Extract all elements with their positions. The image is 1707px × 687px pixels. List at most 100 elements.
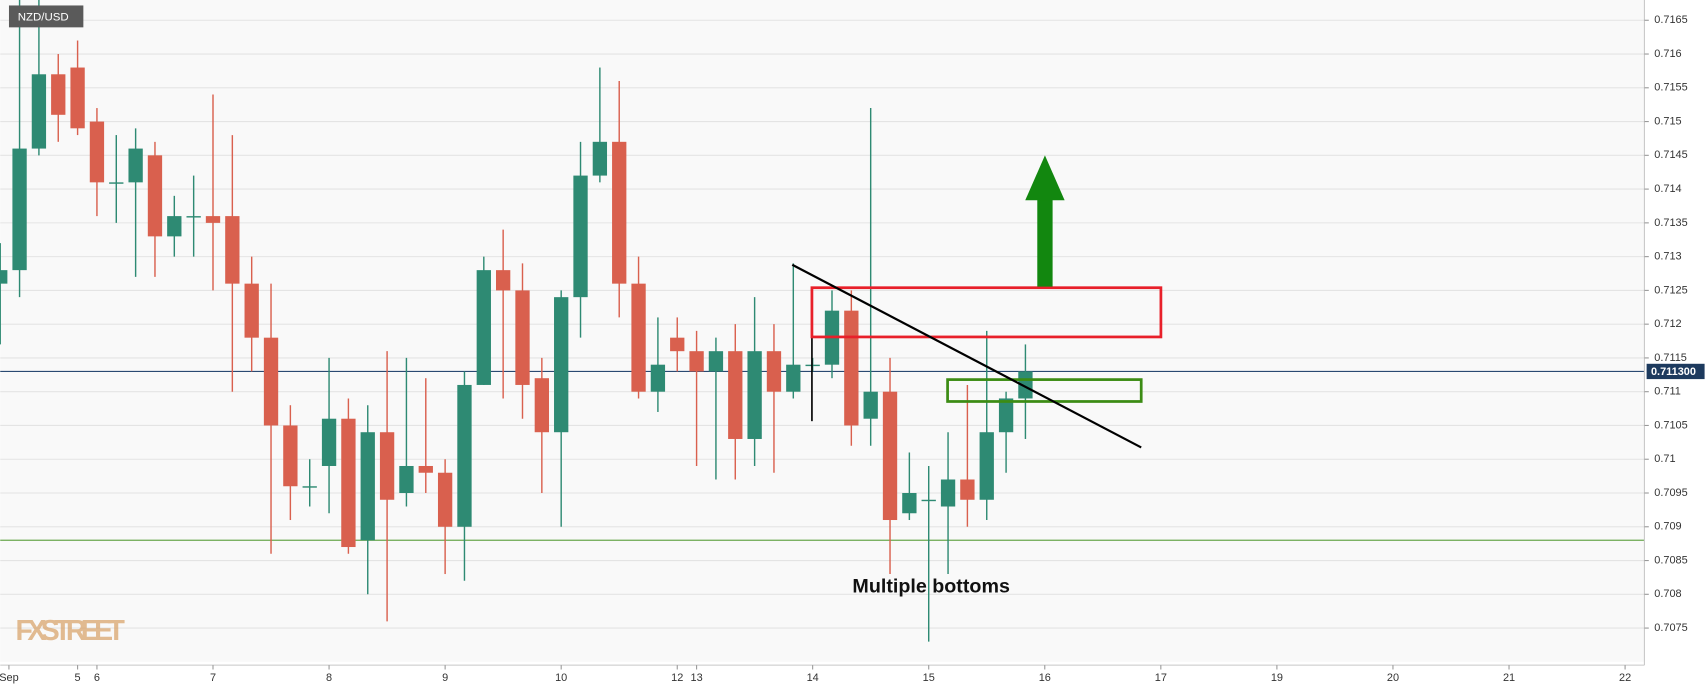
y-tick-label: 0.714 — [1654, 183, 1681, 195]
candle-body — [863, 391, 878, 419]
price-label: 0.711300 — [1651, 366, 1696, 378]
candle-body — [476, 270, 491, 385]
candle-body — [786, 364, 801, 392]
candle-body — [360, 432, 375, 541]
candle-body — [147, 155, 163, 237]
candle-body — [457, 384, 472, 527]
y-tick-label: 0.7165 — [1654, 14, 1687, 26]
candle-body — [631, 283, 646, 392]
candle-body — [418, 465, 433, 473]
y-tick-label: 0.7135 — [1654, 217, 1687, 229]
candle-body — [940, 479, 956, 507]
candle-body — [689, 351, 704, 372]
y-tick-label: 0.709 — [1654, 521, 1681, 533]
candle-body — [283, 425, 298, 487]
watermark: FXSTREET — [16, 615, 126, 647]
x-tick-label: 15 — [923, 672, 935, 684]
candle-body — [321, 418, 337, 466]
candle-body — [902, 493, 917, 514]
y-tick-label: 0.7085 — [1654, 554, 1687, 566]
candle-body — [882, 391, 898, 521]
y-tick-label: 0.7155 — [1654, 82, 1687, 94]
x-tick-label: 12 — [671, 672, 683, 684]
candle-body — [12, 148, 27, 271]
plot-area — [0, 0, 1644, 662]
candle-body — [128, 148, 143, 183]
y-tick-label: 0.7075 — [1654, 622, 1687, 634]
x-tick-label: 10 — [555, 672, 567, 684]
chart-title: NZD/USD — [18, 12, 69, 24]
candle-body — [979, 432, 994, 500]
y-tick-label: 0.713 — [1654, 251, 1681, 263]
candle-body — [109, 182, 124, 184]
candles — [0, 0, 1033, 642]
candle-body — [89, 121, 105, 183]
x-tick-label: 9 — [442, 672, 448, 684]
y-tick-label: 0.712 — [1654, 318, 1681, 330]
candle-body — [998, 398, 1014, 433]
x-tick-label: 8 — [326, 672, 332, 684]
x-tick-label: 22 — [1619, 672, 1631, 684]
y-tick-label: 0.7095 — [1654, 487, 1687, 499]
x-tick-label: 14 — [807, 672, 819, 684]
annotation: Multiple bottoms — [852, 576, 1010, 598]
x-tick-label: 5 — [75, 672, 81, 684]
x-tick-label: 16 — [1039, 672, 1051, 684]
candle-body — [650, 364, 666, 392]
candle-body — [0, 270, 8, 284]
x-tick-label: 17 — [1155, 672, 1167, 684]
candle-body — [766, 351, 782, 392]
candle-body — [515, 290, 530, 385]
candle-body — [205, 216, 221, 223]
candle-body — [1018, 371, 1033, 399]
candle-body — [670, 337, 685, 352]
arrow-head — [1025, 155, 1065, 201]
breakout-box — [946, 378, 1143, 403]
candle-body — [554, 297, 569, 433]
axes: 0.7075 0.708 0.7085 0.709 0.7095 0.71 0.7105 0.… — [0, 14, 1705, 684]
candle-body — [379, 432, 395, 500]
candle-body — [747, 351, 762, 439]
x-tick-label: 20 — [1387, 672, 1399, 684]
y-tick-label: 0.7125 — [1654, 284, 1687, 296]
y-tick-label: 0.711 — [1654, 386, 1681, 398]
x-tick-label: 7 — [210, 672, 216, 684]
price-label-box — [1646, 363, 1705, 380]
candle-body — [186, 216, 201, 218]
y-tick-label: 0.7115 — [1654, 352, 1687, 364]
arrow-shaft — [1037, 198, 1053, 287]
candle-body — [573, 175, 588, 298]
candle-body — [31, 74, 47, 149]
candle-body — [399, 465, 414, 494]
trend-line — [791, 263, 1142, 449]
candle-body — [534, 378, 549, 433]
x-tick-label: 13 — [691, 672, 703, 684]
candle-body — [844, 310, 859, 426]
candle-body — [708, 351, 724, 372]
x-tick-label: 19 — [1271, 672, 1283, 684]
candle-body — [244, 283, 259, 338]
candle-body — [960, 479, 975, 500]
candle-body — [341, 418, 356, 548]
resistance-box — [810, 286, 1163, 339]
title-box — [8, 5, 84, 28]
candle-body — [612, 141, 627, 284]
candle-body — [225, 216, 240, 284]
y-tick-label: 0.708 — [1654, 588, 1681, 600]
y-tick-label: 0.7105 — [1654, 419, 1687, 431]
candle-body — [70, 67, 85, 129]
x-tick-label: 6 — [94, 672, 100, 684]
candle-body — [302, 486, 317, 488]
y-tick-label: 0.715 — [1654, 115, 1681, 127]
candle-body — [921, 499, 936, 502]
candle-body — [437, 472, 453, 527]
candle-body — [592, 141, 608, 176]
y-tick-label: 0.716 — [1654, 48, 1681, 60]
x-tick-label: Sep — [0, 672, 19, 684]
candle-body — [51, 74, 66, 115]
y-tick-label: 0.71 — [1654, 453, 1675, 465]
candle-body — [263, 337, 279, 426]
x-tick-label: 21 — [1503, 672, 1515, 684]
candle-body — [728, 351, 743, 439]
